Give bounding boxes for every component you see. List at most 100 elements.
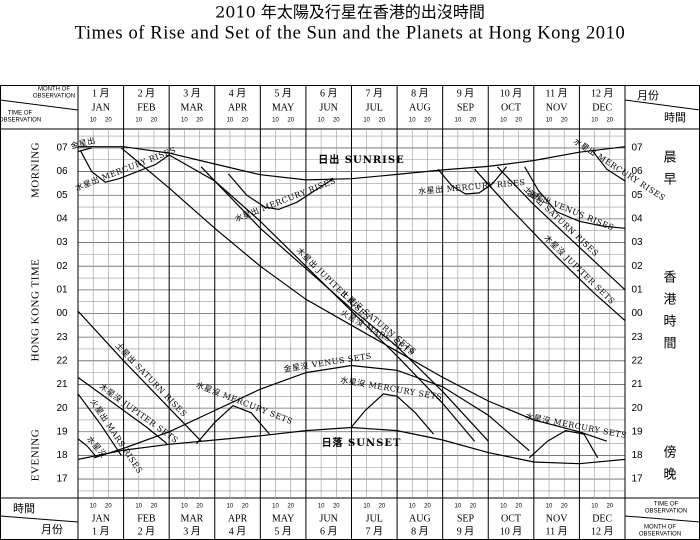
month-label-zh: 11 月 bbox=[546, 525, 568, 537]
month-label-zh: 12 月 bbox=[591, 87, 614, 99]
month-label-zh: 5 月 bbox=[274, 87, 292, 99]
month-label: MAR bbox=[181, 102, 204, 113]
y-tick-label: 21 bbox=[631, 379, 643, 390]
month-label: FEB bbox=[137, 102, 156, 113]
day-tick-label: 10 bbox=[135, 504, 142, 510]
day-tick-label: 10 bbox=[272, 504, 279, 510]
month-label: MAR bbox=[181, 513, 204, 524]
curve-label: 水星沒 MERCURY SETS bbox=[195, 379, 295, 426]
curve bbox=[528, 429, 599, 459]
side-label: HONG KONG TIME bbox=[30, 259, 42, 362]
curve bbox=[78, 438, 97, 457]
y-tick-label: 17 bbox=[631, 474, 643, 485]
curve bbox=[351, 393, 435, 435]
y-tick-label: 23 bbox=[56, 332, 68, 343]
corner-diagonal bbox=[624, 515, 700, 523]
day-tick-label: 10 bbox=[591, 504, 598, 510]
y-tick-label: 22 bbox=[56, 355, 68, 366]
curve-label: 水星出 MERCURY RISES bbox=[233, 175, 337, 223]
month-label: JAN bbox=[92, 513, 110, 524]
curve-label: 金星沒 VENUS SETS bbox=[283, 350, 373, 374]
curve bbox=[227, 173, 334, 211]
month-label-zh: 10 月 bbox=[500, 87, 523, 99]
y-tick-label: 04 bbox=[631, 214, 643, 225]
month-label-zh: 3 月 bbox=[183, 87, 201, 99]
day-tick-label: 10 bbox=[181, 504, 188, 510]
day-tick-label: 10 bbox=[318, 504, 325, 510]
month-label-zh: 6 月 bbox=[320, 87, 338, 99]
month-label: JUL bbox=[366, 102, 383, 113]
day-tick-label: 20 bbox=[470, 504, 477, 510]
day-tick-label: 10 bbox=[90, 504, 97, 510]
day-tick-label: 20 bbox=[606, 504, 613, 510]
y-tick-label: 18 bbox=[56, 450, 68, 461]
side-label: 香港時間 bbox=[661, 270, 677, 358]
curve-label: 日出 SUNRISE bbox=[318, 153, 404, 166]
month-label: JUL bbox=[366, 513, 383, 524]
corner-label: MONTH OF bbox=[38, 87, 70, 93]
month-label: JUN bbox=[320, 513, 338, 524]
day-tick-label: 20 bbox=[242, 504, 249, 510]
day-tick-label: 20 bbox=[379, 118, 386, 124]
month-label: DEC bbox=[592, 513, 612, 524]
day-tick-label: 10 bbox=[318, 118, 325, 124]
day-tick-label: 10 bbox=[227, 118, 234, 124]
month-label: OCT bbox=[501, 513, 521, 524]
side-label: EVENING bbox=[30, 429, 42, 481]
curve bbox=[524, 166, 625, 229]
side-label: MORNING bbox=[30, 142, 42, 198]
curve bbox=[437, 166, 507, 195]
y-tick-label: 21 bbox=[56, 379, 68, 390]
curve bbox=[474, 168, 625, 322]
day-tick-label: 10 bbox=[455, 118, 462, 124]
y-tick-label: 07 bbox=[631, 143, 643, 154]
day-tick-label: 20 bbox=[515, 118, 522, 124]
corner-diagonal bbox=[0, 515, 79, 523]
day-tick-label: 20 bbox=[470, 118, 477, 124]
y-tick-label: 18 bbox=[631, 450, 643, 461]
corner-label: MONTH OF bbox=[644, 525, 676, 531]
corner-diagonal bbox=[624, 99, 700, 111]
curve-label: 火星沒 MARS SETS bbox=[339, 307, 416, 357]
y-tick-label: 23 bbox=[631, 332, 643, 343]
curve-label: 水星出 MERCURY RISES bbox=[572, 136, 668, 203]
curve bbox=[120, 147, 607, 442]
month-label: AUG bbox=[409, 102, 431, 113]
y-tick-label: 04 bbox=[56, 214, 68, 225]
month-label: JAN bbox=[92, 102, 110, 113]
day-tick-label: 20 bbox=[515, 504, 522, 510]
y-tick-label: 02 bbox=[56, 261, 68, 272]
curve bbox=[496, 166, 625, 291]
corner-label: OBSERVATION bbox=[645, 509, 687, 515]
month-label-zh: 7 月 bbox=[366, 87, 384, 99]
y-tick-label: 20 bbox=[631, 403, 643, 414]
side-label: 晨早 bbox=[661, 150, 677, 194]
day-tick-label: 10 bbox=[90, 118, 97, 124]
y-tick-label: 01 bbox=[631, 284, 643, 295]
day-tick-label: 10 bbox=[363, 504, 370, 510]
corner-label: 月份 bbox=[637, 89, 659, 102]
day-tick-label: 10 bbox=[500, 504, 507, 510]
corner-label: 時間 bbox=[664, 111, 686, 124]
day-tick-label: 20 bbox=[379, 504, 386, 510]
corner-label: TIME OF bbox=[654, 502, 679, 508]
day-tick-label: 10 bbox=[363, 118, 370, 124]
y-tick-label: 19 bbox=[56, 426, 68, 437]
month-label-zh: 8 月 bbox=[411, 87, 429, 99]
month-label: APR bbox=[228, 102, 248, 113]
day-tick-label: 20 bbox=[105, 118, 112, 124]
chart-title: 2010 年太陽及行星在香港的出沒時間 bbox=[215, 3, 485, 22]
y-tick-label: 22 bbox=[631, 355, 643, 366]
day-tick-label: 20 bbox=[424, 504, 431, 510]
y-tick-label: 01 bbox=[56, 284, 68, 295]
y-tick-label: 20 bbox=[56, 403, 68, 414]
y-tick-label: 00 bbox=[631, 308, 643, 319]
month-label: JUN bbox=[320, 102, 338, 113]
month-label: MAY bbox=[272, 102, 294, 113]
curve bbox=[79, 150, 170, 183]
day-tick-label: 20 bbox=[606, 118, 613, 124]
month-label: NOV bbox=[546, 513, 568, 524]
y-tick-label: 07 bbox=[56, 143, 68, 154]
day-tick-label: 20 bbox=[333, 504, 340, 510]
